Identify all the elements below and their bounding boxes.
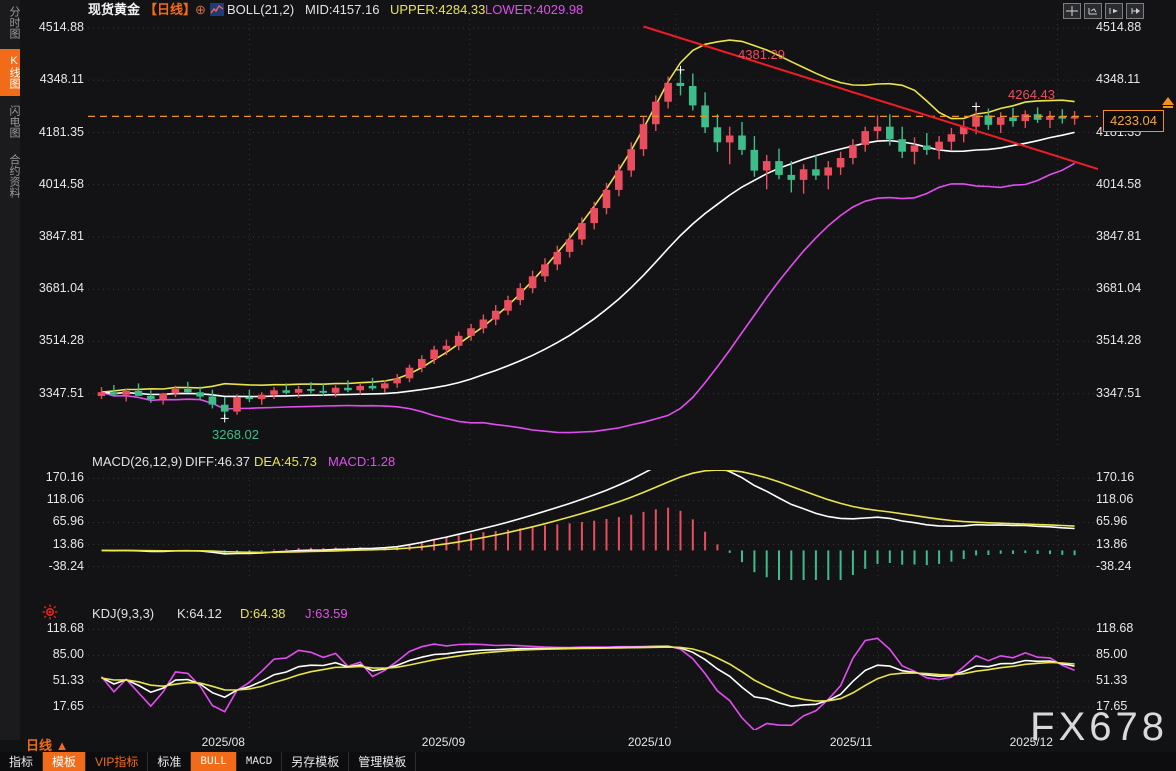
date-axis: 2025/08 2025/09 2025/10 2025/11 2025/12 [20,735,1176,751]
price-axis-label-left: 4014.58 [38,176,84,191]
price-axis-label-left: 4181.35 [38,124,84,139]
boll-lower-value: LOWER:4029.98 [485,2,584,17]
macd-axis-label-right: -38.24 [1096,558,1132,573]
kdj-k-value: K:64.12 [177,606,222,621]
kdj-chart-plot[interactable] [88,622,1098,730]
date-axis-label: 2025/12 [1009,735,1053,749]
kdj-axis-label-right: 118.68 [1096,621,1134,636]
chart-icon[interactable] [210,3,224,16]
macd-axis-label-right: 65.96 [1096,514,1128,529]
toolbar-save-template[interactable]: 另存模板 [282,752,350,771]
left-sidebar: 分时图 K线图 闪电图 合约资料 [0,0,20,740]
current-price-tag[interactable]: 4233.04 [1103,110,1164,132]
macd-axis-label-left: 13.86 [52,536,84,551]
price-axis-label-left: 3681.04 [38,281,84,296]
date-axis-label: 2025/09 [421,735,466,749]
price-axis-label-right: 4514.88 [1096,20,1142,35]
price-axis-label-left: 3347.51 [38,385,84,400]
kdj-d-value: D:64.38 [240,606,286,621]
macd-axis-label-left: 118.06 [46,492,84,507]
toolbar-template[interactable]: 模板 [43,752,87,771]
macd-axis-label-right: 170.16 [1096,470,1135,485]
bottom-period-label[interactable]: 日线 ▲ [26,738,69,753]
chart-canvas: 现货黄金 【日线】 ⊕ BOLL(21,2) MID:4157.16 UPPER… [20,0,1176,749]
macd-axis-label-left: 170.16 [45,470,84,485]
watermark-fx678: FX678 [1030,705,1168,749]
toolbar-standard[interactable]: 标准 [148,752,192,771]
toolbar-manage-template[interactable]: 管理模板 [349,752,417,771]
price-axis-label-right: 4348.11 [1096,72,1141,87]
macd-diff-value: DIFF:46.37 [185,454,251,469]
boll-indicator-name: BOLL(21,2) [227,2,295,17]
price-axis-label-right: 3347.51 [1096,385,1142,400]
toolbar-vip-indicator[interactable]: VIP指标 [86,752,149,771]
recent-high-label: 4264.43 [1008,87,1055,102]
kdj-axis-label-right: 51.33 [1096,673,1128,688]
toolbar-bull[interactable]: BULL [191,752,237,771]
price-axis-label-left: 4514.88 [38,20,84,35]
kdj-axis-label-right: 17.65 [1096,699,1128,714]
scroll-right-icon[interactable] [1126,3,1144,19]
macd-axis-label-left: 65.96 [52,514,84,529]
sidebar-item-lightning[interactable]: 闪电图 [8,105,20,138]
price-axis-label-right: 3681.04 [1096,281,1142,296]
kdj-axis-label-left: 118.68 [46,621,84,636]
macd-dea-value: DEA:45.73 [254,454,317,469]
price-axis-label-right: 3847.81 [1096,228,1142,243]
date-axis-label: 2025/10 [627,735,672,749]
price-axis-label-right: 3514.28 [1096,333,1142,348]
ticker-name: 现货黄金 [88,2,141,17]
price-axis-label-left: 4348.11 [39,72,84,87]
boll-upper-value: UPPER:4284.33 [390,2,486,17]
peak-price-label: 4381.29 [738,47,785,62]
price-axis-label-left: 3514.28 [38,333,84,348]
price-axis-label-left: 3847.81 [38,228,84,243]
kdj-j-value: J:63.59 [305,606,348,621]
boll-mid-value: MID:4157.16 [305,2,380,17]
date-axis-label: 2025/08 [201,735,245,749]
macd-indicator-name: MACD(26,12,9) [92,454,183,469]
kdj-axis-label-left: 17.65 [52,699,84,714]
price-chart-plot[interactable] [88,14,1098,446]
sidebar-item-timeshare[interactable]: 分时图 [8,6,20,39]
crosshair-move-icon[interactable] [1063,3,1081,19]
toolbar-macd[interactable]: MACD [237,752,283,771]
kdj-axis-label-right: 85.00 [1096,647,1128,662]
kdj-settings-sun-icon[interactable] [42,604,58,620]
fit-horizontal-icon[interactable] [1105,3,1123,19]
kdj-axis-label-left: 51.33 [52,673,84,688]
macd-axis-label-left: -38.24 [48,558,84,573]
kdj-axis-label-left: 85.00 [52,647,84,662]
macd-axis-label-right: 13.86 [1096,536,1128,551]
macd-macd-value: MACD:1.28 [328,454,396,469]
macd-axis-label-right: 118.06 [1096,492,1134,507]
crosshair-icon[interactable]: ⊕ [195,2,206,17]
bottom-toolbar: 指标 模板 VIP指标 标准 BULL MACD 另存模板 管理模板 [0,752,1176,771]
sidebar-item-kline[interactable]: K线图 [0,49,20,96]
trough-price-label: 3268.02 [212,427,259,442]
period-label: 【日线】 [144,2,197,17]
chart-toolbar-icons [1063,3,1144,19]
fit-vertical-icon[interactable] [1084,3,1102,19]
macd-chart-plot[interactable] [88,470,1098,580]
kdj-indicator-name: KDJ(9,3,3) [92,606,155,621]
price-axis-label-right: 4014.58 [1096,176,1142,191]
alert-marker-icon[interactable] [1160,96,1176,110]
toolbar-indicator[interactable]: 指标 [0,752,44,771]
sidebar-item-contract-info[interactable]: 合约资料 [8,154,20,198]
date-axis-label: 2025/11 [829,735,873,749]
